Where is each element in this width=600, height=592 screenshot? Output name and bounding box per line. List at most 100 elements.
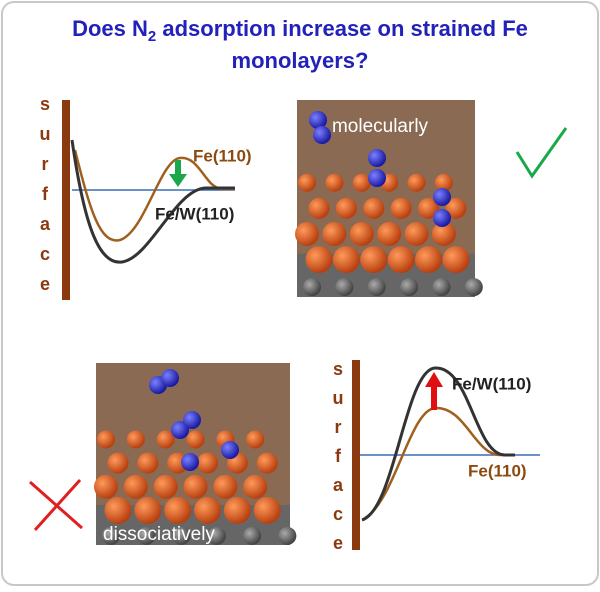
fe-atom — [246, 430, 265, 449]
curve-label: Fe(110) — [193, 146, 252, 165]
fe-atom — [352, 173, 371, 192]
arrow-head — [169, 174, 187, 187]
fe-atom — [325, 173, 344, 192]
fe-atom — [194, 496, 222, 524]
dissociative-image — [94, 363, 297, 545]
fe-atom — [186, 430, 205, 449]
n-atom — [368, 169, 386, 187]
curve-label: Fe(110) — [468, 461, 527, 480]
fe-atom — [256, 452, 278, 474]
surface-letter: u — [40, 124, 51, 144]
title-part: Does N — [72, 16, 148, 41]
fe-atom — [94, 474, 118, 499]
surface-letter: r — [334, 417, 341, 437]
w-atom — [137, 526, 156, 545]
fe-atom — [390, 197, 412, 219]
fe-atom — [223, 496, 251, 524]
surface-bar — [352, 360, 360, 550]
arrow-head — [425, 372, 443, 387]
fe-atom — [308, 197, 330, 219]
n-atom — [161, 369, 179, 387]
fe-atom — [442, 246, 470, 274]
w-atom — [367, 278, 386, 297]
fe-atom — [126, 430, 145, 449]
fe-atom — [107, 452, 129, 474]
fe-atom — [253, 496, 281, 524]
n-atom — [313, 126, 331, 144]
fe-atom — [418, 197, 440, 219]
w-atom — [400, 278, 419, 297]
title-line-1: Does N2 adsorption increase on strained … — [72, 16, 528, 45]
surface-letter: f — [42, 184, 49, 204]
n-atom — [221, 441, 239, 459]
fe-atom — [153, 474, 178, 499]
fe-atom — [360, 246, 388, 274]
image-label: dissociatively — [103, 524, 215, 545]
fe-atom — [363, 197, 385, 219]
fe-atom — [387, 246, 415, 274]
title-line-2: monolayers? — [232, 48, 369, 73]
surface-letter: u — [333, 388, 344, 408]
n-atom — [171, 421, 189, 439]
w-atom — [207, 526, 226, 545]
fe-atom — [183, 474, 208, 499]
n-atom — [181, 453, 199, 471]
surface-letter: a — [333, 475, 344, 495]
curve-label: Fe/W(110) — [155, 204, 234, 223]
surface-letter: f — [335, 446, 342, 466]
title-subscript: 2 — [148, 28, 156, 45]
surface-letter: a — [40, 214, 51, 234]
curve-few110 — [70, 139, 235, 264]
n-atom — [433, 188, 451, 206]
surface-letter: r — [41, 154, 48, 174]
fe-atom — [305, 246, 333, 274]
n-atom — [309, 111, 327, 129]
image-label: molecularly — [332, 116, 429, 137]
title-part: adsorption increase on strained Fe — [156, 16, 528, 41]
fe-atom — [349, 221, 374, 246]
fe-atom — [213, 474, 238, 499]
w-atom — [243, 526, 262, 545]
surface-letter: s — [40, 94, 50, 114]
fe-atom — [156, 430, 175, 449]
fe-atom — [137, 452, 159, 474]
fe-atom — [377, 221, 402, 246]
fe-atom — [431, 221, 456, 246]
fe-atom — [445, 197, 467, 219]
n-atom — [368, 149, 386, 167]
surface-letter: s — [333, 359, 343, 379]
curve-label: Fe/W(110) — [452, 374, 531, 393]
curve-fe110 — [73, 149, 235, 242]
fe-atom — [335, 197, 357, 219]
fe-atom — [298, 173, 316, 192]
curve-few110 — [361, 366, 515, 522]
check-mark — [515, 127, 568, 179]
w-atom — [303, 278, 321, 297]
w-atom — [335, 278, 354, 297]
fe-atom — [134, 496, 162, 524]
fe-atom — [197, 452, 219, 474]
surface-letter: c — [40, 244, 50, 264]
n-atom — [433, 209, 451, 227]
fe-atom — [164, 496, 192, 524]
w-atom — [172, 526, 191, 545]
w-atom — [102, 526, 120, 545]
fe-atom — [295, 221, 319, 246]
surface-letter: e — [333, 533, 343, 553]
w-atom — [278, 526, 297, 545]
fe-atom — [415, 246, 443, 274]
fe-atom — [434, 173, 453, 192]
w-atom — [432, 278, 451, 297]
fe-atom — [332, 246, 360, 274]
fe-atom — [407, 173, 426, 192]
surface-letter: e — [40, 274, 50, 294]
fe-atom — [104, 496, 132, 524]
surface-letter: c — [333, 504, 343, 524]
surface-bar — [62, 100, 70, 300]
fe-atom — [123, 474, 148, 499]
cross-mark — [29, 478, 83, 532]
w-atom — [464, 278, 483, 297]
fe-atom — [404, 221, 429, 246]
fe-atom — [243, 474, 268, 499]
